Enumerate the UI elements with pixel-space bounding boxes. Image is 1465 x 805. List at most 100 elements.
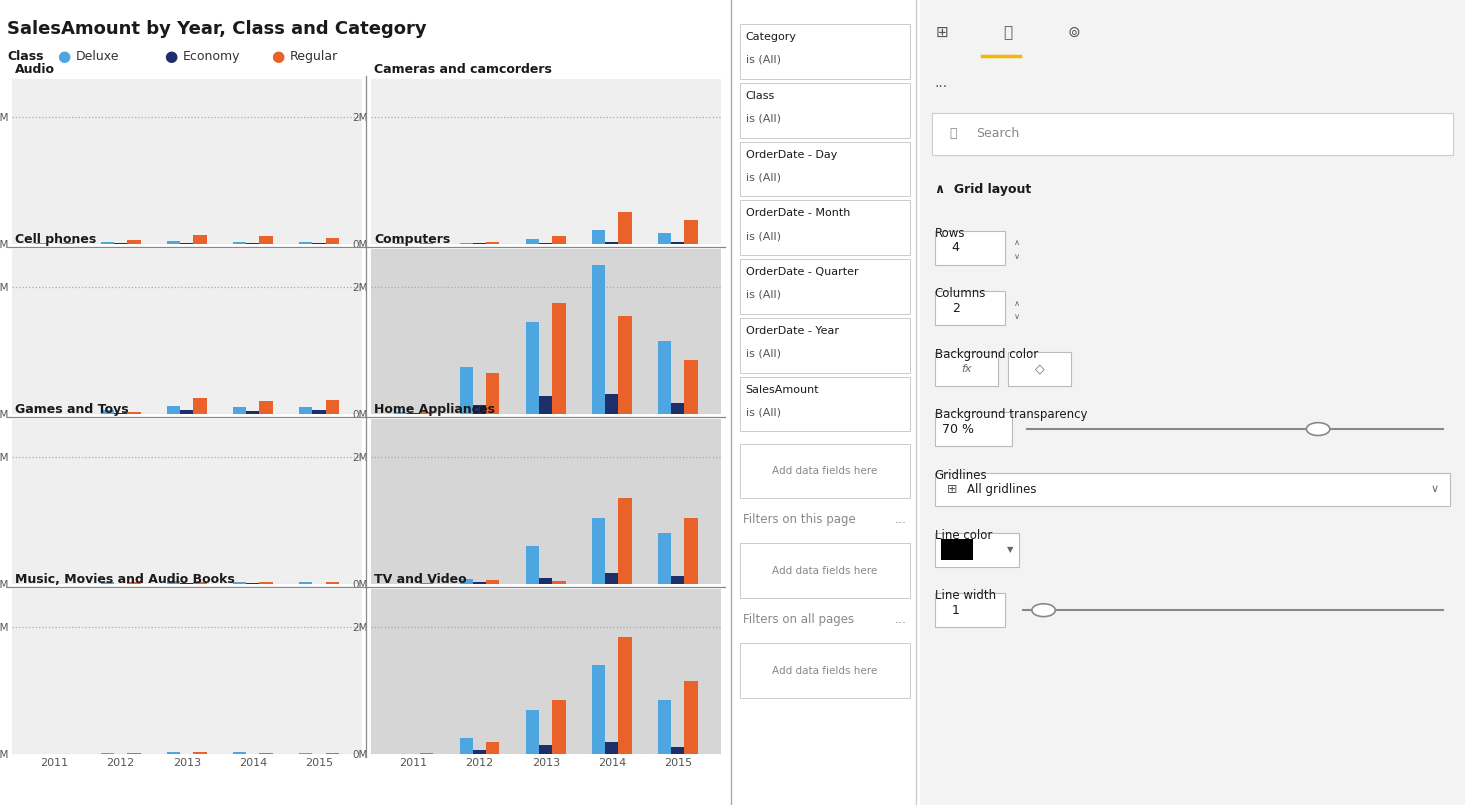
- Bar: [526, 239, 539, 244]
- Bar: [526, 322, 539, 414]
- Bar: [233, 242, 246, 244]
- Bar: [486, 242, 500, 244]
- Text: Background transparency: Background transparency: [935, 408, 1087, 421]
- Text: 4: 4: [952, 242, 960, 254]
- Text: is (All): is (All): [746, 172, 781, 182]
- Text: ...: ...: [935, 76, 948, 90]
- Text: 🖌: 🖌: [1004, 25, 1012, 39]
- Bar: [167, 406, 180, 414]
- Bar: [246, 411, 259, 414]
- Bar: [539, 578, 552, 584]
- Text: Deluxe: Deluxe: [76, 50, 120, 63]
- Bar: [671, 242, 684, 244]
- Bar: [658, 341, 671, 414]
- Text: ⊞: ⊞: [936, 25, 948, 39]
- Text: ...: ...: [895, 613, 907, 625]
- Text: Search: Search: [976, 127, 1020, 140]
- Bar: [460, 243, 473, 244]
- Bar: [193, 234, 207, 244]
- Text: 2: 2: [952, 302, 960, 315]
- Text: is (All): is (All): [746, 290, 781, 299]
- Bar: [539, 745, 552, 754]
- Bar: [605, 573, 618, 584]
- Bar: [35, 243, 48, 244]
- Bar: [246, 583, 259, 584]
- Bar: [193, 582, 207, 584]
- Bar: [259, 753, 272, 754]
- Bar: [552, 237, 565, 244]
- Bar: [325, 582, 338, 584]
- Text: OrderDate - Year: OrderDate - Year: [746, 326, 838, 336]
- Text: Class: Class: [7, 50, 44, 63]
- Text: ∧: ∧: [1014, 238, 1020, 247]
- Text: ∨: ∨: [1014, 312, 1020, 321]
- Text: ●: ●: [164, 49, 177, 64]
- Bar: [167, 581, 180, 584]
- Bar: [486, 373, 500, 414]
- Text: Home Appliances: Home Appliances: [374, 402, 495, 415]
- Text: Computers: Computers: [374, 233, 450, 246]
- Bar: [325, 400, 338, 414]
- Text: is (All): is (All): [746, 407, 781, 417]
- Bar: [592, 665, 605, 754]
- Text: Add data fields here: Add data fields here: [772, 466, 878, 476]
- Bar: [114, 413, 127, 414]
- Bar: [101, 582, 114, 584]
- Text: All gridlines: All gridlines: [967, 483, 1036, 496]
- Text: ∧: ∧: [1014, 299, 1020, 308]
- Bar: [193, 753, 207, 754]
- Text: SalesAmount by Year, Class and Category: SalesAmount by Year, Class and Category: [7, 20, 426, 38]
- Text: ...: ...: [895, 513, 907, 526]
- Bar: [526, 710, 539, 754]
- Bar: [193, 398, 207, 414]
- Bar: [299, 753, 312, 754]
- Text: ●: ●: [57, 49, 70, 64]
- Text: Line color: Line color: [935, 529, 992, 542]
- Text: ◇: ◇: [1034, 362, 1045, 375]
- Bar: [658, 700, 671, 754]
- Bar: [473, 749, 486, 754]
- Bar: [127, 240, 141, 244]
- Bar: [420, 243, 434, 244]
- Bar: [539, 396, 552, 414]
- Text: Add data fields here: Add data fields here: [772, 666, 878, 675]
- Bar: [592, 230, 605, 244]
- Text: fx: fx: [961, 364, 971, 374]
- Text: 1: 1: [952, 604, 960, 617]
- Text: Cell phones: Cell phones: [15, 233, 97, 246]
- Text: Filters on this page: Filters on this page: [743, 513, 856, 526]
- Text: Category: Category: [746, 32, 797, 42]
- Text: OrderDate - Quarter: OrderDate - Quarter: [746, 267, 858, 277]
- Text: is (All): is (All): [746, 349, 781, 358]
- Bar: [259, 237, 272, 244]
- Bar: [592, 265, 605, 414]
- Bar: [658, 233, 671, 244]
- Bar: [684, 220, 697, 244]
- Bar: [299, 407, 312, 414]
- Bar: [671, 747, 684, 754]
- Bar: [420, 412, 434, 414]
- Bar: [233, 753, 246, 754]
- Bar: [127, 582, 141, 584]
- Text: is (All): is (All): [746, 55, 781, 64]
- Text: ∨: ∨: [1014, 252, 1020, 261]
- Bar: [233, 582, 246, 584]
- Text: Music, Movies and Audio Books: Music, Movies and Audio Books: [15, 572, 234, 586]
- Text: Gridlines: Gridlines: [935, 469, 987, 481]
- Bar: [420, 753, 434, 754]
- Text: Regular: Regular: [290, 50, 338, 63]
- Text: Line width: Line width: [935, 589, 996, 602]
- Bar: [605, 242, 618, 244]
- Text: ⊞: ⊞: [946, 483, 957, 496]
- Text: ∧  Grid layout: ∧ Grid layout: [935, 183, 1031, 196]
- Bar: [259, 582, 272, 584]
- Bar: [605, 394, 618, 414]
- Bar: [101, 753, 114, 754]
- Text: ●: ●: [271, 49, 284, 64]
- Text: Cameras and camcorders: Cameras and camcorders: [374, 63, 552, 76]
- Bar: [180, 243, 193, 244]
- Bar: [552, 581, 565, 584]
- Bar: [671, 576, 684, 584]
- Text: 70 %: 70 %: [942, 423, 974, 436]
- Bar: [671, 403, 684, 414]
